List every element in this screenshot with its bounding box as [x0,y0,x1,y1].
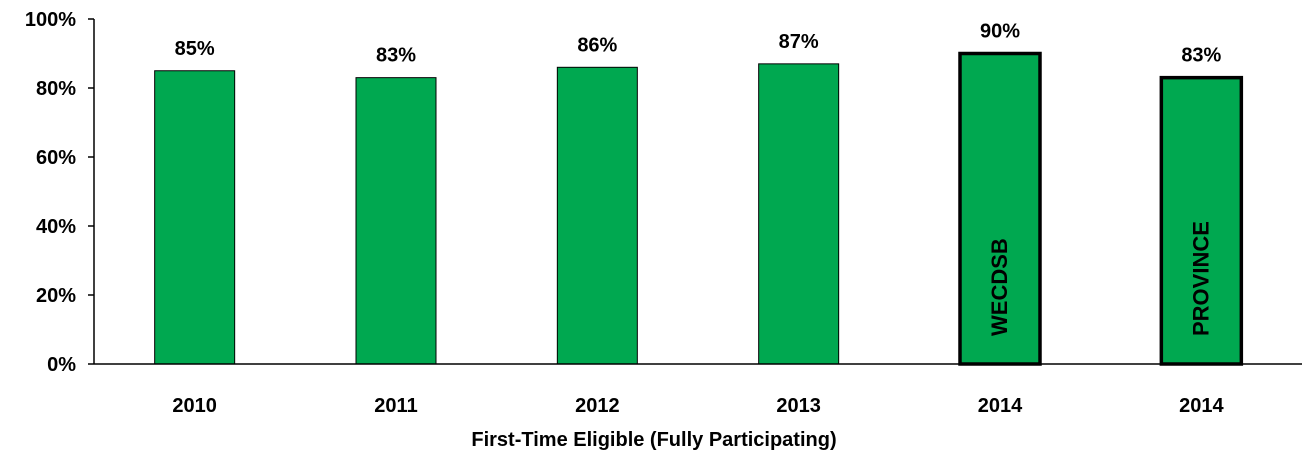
y-tick-label: 100% [25,9,76,31]
y-tick-label: 40% [36,216,76,238]
y-tick-label: 20% [36,285,76,307]
bars: 85% 83% 86% 87% 90% WECDSB 83% PROVINCE [154,21,1244,366]
data-label: 87% [779,31,819,53]
bar [758,63,840,365]
bar-inner-label: WECDSB [987,238,1012,336]
x-tick-label: 2014 [978,395,1023,417]
bar-inner-label: PROVINCE [1188,221,1213,336]
bar [355,77,437,365]
x-tick-label: 2012 [575,395,620,417]
x-axis-title: First-Time Eligible (Fully Participating… [471,429,836,451]
data-label: 83% [1181,45,1221,67]
data-label: 86% [577,34,617,56]
y-tick-label: 80% [36,78,76,100]
y-axis: 0% 20% 40% 60% 80% 100% [25,9,95,376]
x-tick-label: 2014 [1179,395,1224,417]
y-tick-label: 0% [47,354,76,376]
x-tick-label: 2011 [374,395,417,417]
data-label: 90% [980,21,1020,43]
bar [1159,75,1244,366]
y-tick-label: 60% [36,147,76,169]
bar [556,66,638,365]
x-tick-label: 2013 [776,395,821,417]
x-axis: 2010 2011 2012 2013 2014 2014 [94,363,1302,417]
bar [154,70,236,365]
x-tick-label: 2010 [172,395,217,417]
data-label: 83% [376,45,416,67]
data-label: 85% [175,38,215,60]
